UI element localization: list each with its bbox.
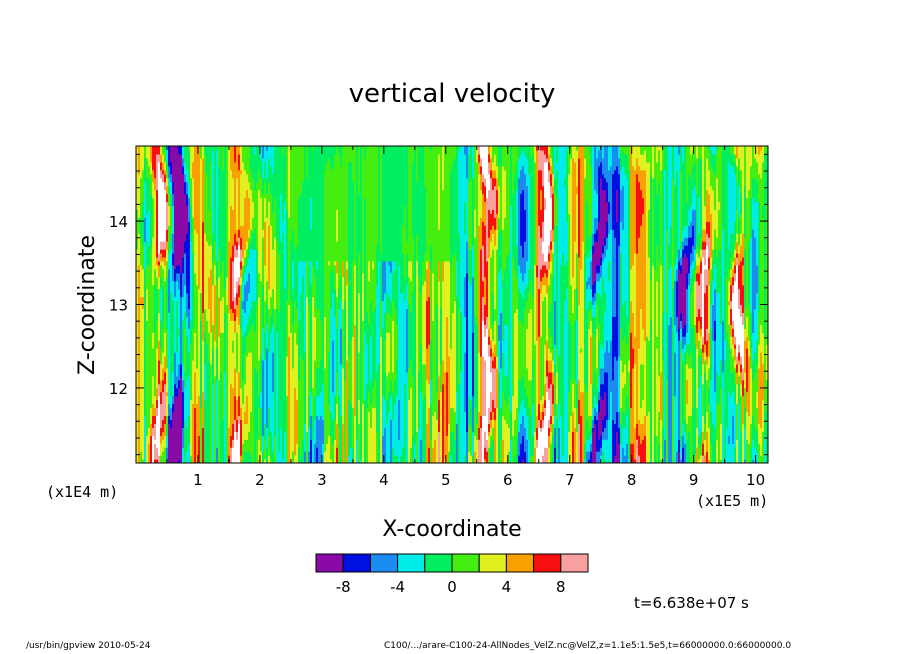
x-unit-label: (x1E5 m) bbox=[696, 492, 768, 510]
time-label: t=6.638e+07 s bbox=[634, 594, 749, 612]
y-unit-label: (x1E4 m) bbox=[46, 483, 118, 501]
footer-right-text: C100/.../arare-C100-24-AllNodes_VelZ.nc@… bbox=[384, 641, 791, 651]
x-tick-label: 3 bbox=[317, 471, 327, 489]
x-tick-label: 4 bbox=[379, 471, 389, 489]
y-tick-label: 14 bbox=[109, 213, 128, 231]
heatmap-field bbox=[136, 146, 769, 464]
colorbar-swatch bbox=[425, 554, 452, 572]
colorbar-swatch bbox=[370, 554, 397, 572]
x-tick-label: 10 bbox=[746, 471, 765, 489]
colorbar: -8 -4 0 4 8 bbox=[316, 554, 588, 596]
plot-area bbox=[136, 146, 769, 464]
colorbar-tick-label: -4 bbox=[390, 578, 405, 596]
colorbar-tick-label: -8 bbox=[336, 578, 351, 596]
colorbar-tick-label: 0 bbox=[447, 578, 457, 596]
x-tick-label: 2 bbox=[255, 471, 265, 489]
x-tick-label: 1 bbox=[193, 471, 203, 489]
x-tick-label: 8 bbox=[627, 471, 637, 489]
y-tick-label: 13 bbox=[109, 297, 128, 315]
y-tick-label: 12 bbox=[109, 380, 128, 398]
colorbar-swatch bbox=[316, 554, 343, 572]
x-tick-label: 6 bbox=[503, 471, 513, 489]
colorbar-tick-label: 8 bbox=[556, 578, 566, 596]
colorbar-swatch bbox=[398, 554, 425, 572]
footer-left-text: /usr/bin/gpview 2010-05-24 bbox=[26, 641, 150, 651]
colorbar-swatch bbox=[343, 554, 370, 572]
colorbar-swatch bbox=[534, 554, 561, 572]
x-tick-label: 5 bbox=[441, 471, 451, 489]
colorbar-swatch bbox=[506, 554, 533, 572]
x-tick-label: 9 bbox=[689, 471, 699, 489]
x-tick-label: 7 bbox=[565, 471, 575, 489]
colorbar-swatch bbox=[452, 554, 479, 572]
chart-title: vertical velocity bbox=[349, 79, 556, 109]
y-axis-label: Z-coordinate bbox=[75, 235, 100, 375]
colorbar-swatch bbox=[561, 554, 588, 572]
colorbar-swatch bbox=[479, 554, 506, 572]
x-axis-label: X-coordinate bbox=[382, 517, 521, 542]
colorbar-tick-label: 4 bbox=[502, 578, 512, 596]
